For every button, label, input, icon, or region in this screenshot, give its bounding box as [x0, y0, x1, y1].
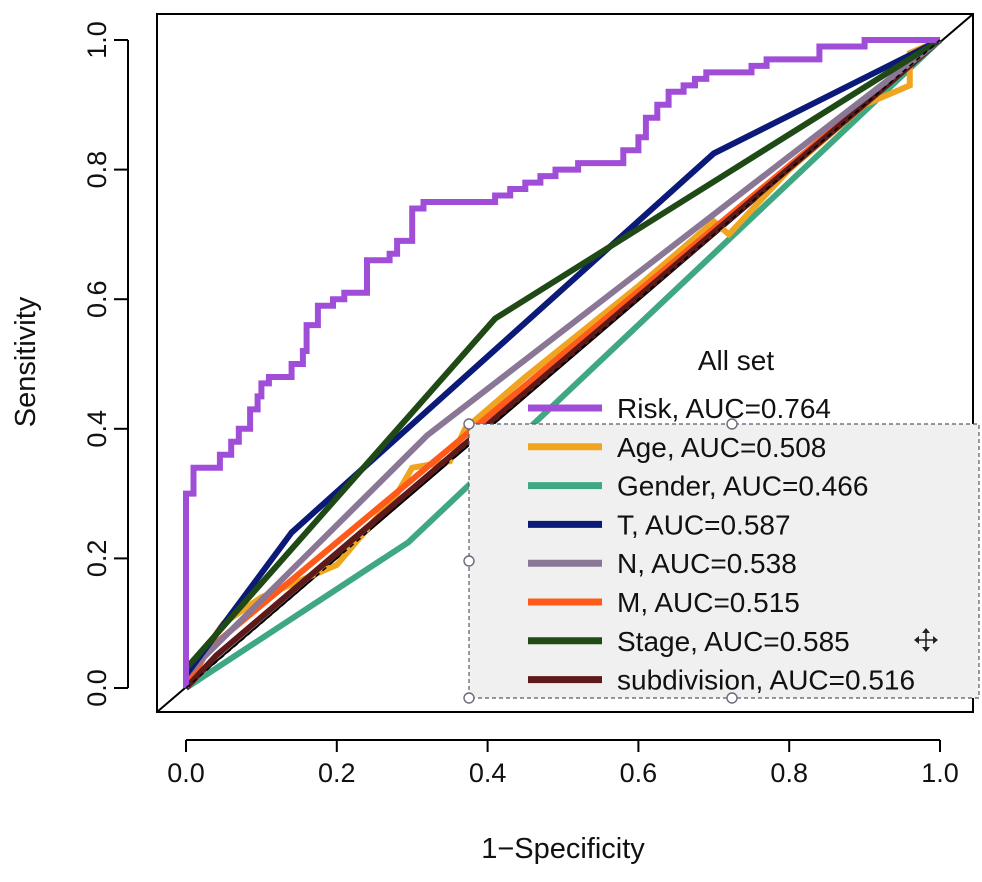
y-tick-label: 0.4 — [82, 410, 112, 448]
legend-label: T, AUC=0.587 — [617, 509, 791, 540]
y-tick-label: 1.0 — [82, 21, 112, 59]
legend-title: All set — [698, 345, 774, 376]
legend-item-subdivision: subdivision, AUC=0.516 — [528, 665, 915, 696]
roc-curve-stage — [183, 37, 942, 671]
y-tick-label: 0.2 — [82, 540, 112, 578]
y-axis-title: Sensitivity — [10, 296, 42, 427]
x-tick-label: 0.4 — [469, 758, 507, 788]
move-cursor-icon — [914, 628, 938, 652]
resize-handle[interactable] — [463, 555, 475, 567]
y-tick-label: 0.0 — [82, 669, 112, 707]
resize-handle[interactable] — [726, 692, 738, 704]
y-tick-label: 0.8 — [82, 151, 112, 189]
resize-handle[interactable] — [463, 692, 475, 704]
legend-label: N, AUC=0.538 — [617, 548, 797, 579]
legend-label: M, AUC=0.515 — [617, 587, 800, 618]
x-tick-label: 0.2 — [318, 758, 356, 788]
legend-item-gender: Gender, AUC=0.466 — [528, 471, 868, 502]
legend-item-age: Age, AUC=0.508 — [528, 432, 826, 463]
series-layer — [183, 37, 943, 691]
roc-curve-gender — [184, 37, 943, 691]
selection-handles[interactable] — [463, 418, 738, 704]
resize-handle[interactable] — [463, 418, 475, 430]
resize-handle[interactable] — [726, 418, 738, 430]
legend-label: Gender, AUC=0.466 — [617, 471, 868, 502]
y-tick-label: 0.6 — [82, 280, 112, 318]
roc-curve-n — [183, 37, 942, 678]
y-axis: 0.0 0.2 0.4 0.6 0.8 1.0 — [82, 21, 129, 707]
legend-item-risk: Risk, AUC=0.764 — [528, 393, 831, 424]
plot-area — [156, 13, 974, 713]
x-tick-label: 0.0 — [167, 758, 205, 788]
roc-curve-t — [183, 37, 942, 677]
legend[interactable]: All set Risk, AUC=0.764 Age, AUC=0.508 Gen… — [463, 345, 980, 704]
legend-item-stage: Stage, AUC=0.585 — [528, 626, 850, 657]
legend-item-n: N, AUC=0.538 — [528, 548, 797, 579]
legend-item-t: T, AUC=0.587 — [528, 509, 791, 540]
plot-frame — [156, 13, 974, 713]
legend-items: Risk, AUC=0.764 Age, AUC=0.508 Gender, AUC… — [528, 393, 915, 696]
legend-label: subdivision, AUC=0.516 — [617, 665, 915, 696]
x-tick-label: 0.6 — [620, 758, 658, 788]
legend-label: Stage, AUC=0.585 — [617, 626, 850, 657]
x-axis-title: 1−Specificity — [481, 833, 645, 865]
legend-label: Age, AUC=0.508 — [617, 432, 826, 463]
x-tick-label: 1.0 — [921, 758, 959, 788]
legend-label: Risk, AUC=0.764 — [617, 393, 831, 424]
roc-curve-risk — [183, 37, 940, 688]
legend-item-m: M, AUC=0.515 — [528, 587, 800, 618]
roc-curve-subdivision — [183, 37, 942, 691]
diagonal-dashed-line — [185, 39, 941, 689]
x-axis: 0.0 0.2 0.4 0.6 0.8 1.0 — [167, 739, 959, 788]
x-tick-label: 0.8 — [770, 758, 808, 788]
